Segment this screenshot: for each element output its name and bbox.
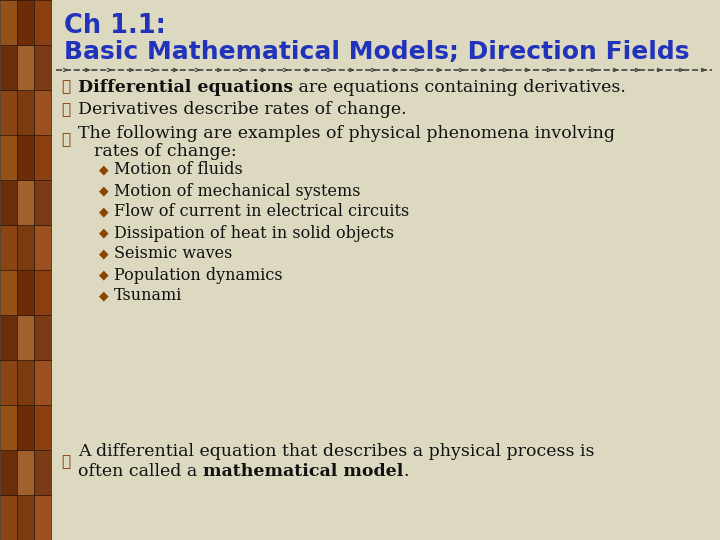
Bar [0,495,17,540]
Text: ✱: ✱ [61,133,71,147]
Text: ◆: ◆ [99,164,109,177]
Text: Population dynamics: Population dynamics [114,267,283,284]
Text: rates of change:: rates of change: [94,144,237,160]
Bar [34,315,51,360]
Text: ◆: ◆ [99,185,109,198]
Text: Ch 1.1:: Ch 1.1: [64,13,166,39]
Text: ✱: ✱ [61,455,71,469]
Bar [0,0,17,45]
Bar [34,45,51,90]
Text: ✱: ✱ [61,103,71,117]
Bar [17,0,34,45]
Text: Seismic waves: Seismic waves [114,246,233,262]
Bar [0,225,17,270]
Bar [0,405,17,450]
Text: Flow of current in electrical circuits: Flow of current in electrical circuits [114,204,409,220]
Bar [34,0,51,45]
Bar [17,270,34,315]
Bar [34,450,51,495]
Text: Tsunami: Tsunami [114,287,182,305]
Text: Derivatives describe rates of change.: Derivatives describe rates of change. [78,102,407,118]
Bar [17,315,34,360]
Text: ◆: ◆ [99,247,109,260]
Bar [0,180,17,225]
Bar [34,225,51,270]
Bar [34,90,51,135]
Text: are equations containing derivatives.: are equations containing derivatives. [293,78,626,96]
Bar [34,270,51,315]
Bar [0,450,17,495]
Text: mathematical model: mathematical model [203,463,403,481]
Bar [17,450,34,495]
Text: Dissipation of heat in solid objects: Dissipation of heat in solid objects [114,225,394,241]
Text: Motion of mechanical systems: Motion of mechanical systems [114,183,361,199]
Bar [34,405,51,450]
Bar [0,270,17,315]
Text: The following are examples of physical phenomena involving: The following are examples of physical p… [78,125,615,141]
Bar [17,90,34,135]
Bar [34,495,51,540]
Bar [0,90,17,135]
Bar [17,180,34,225]
Bar [0,360,17,405]
Text: ◆: ◆ [99,268,109,281]
Bar [34,135,51,180]
Text: Differential equations: Differential equations [78,78,293,96]
Text: .: . [403,463,409,481]
Text: ◆: ◆ [99,289,109,302]
Bar [17,495,34,540]
Text: Motion of fluids: Motion of fluids [114,161,243,179]
Text: Basic Mathematical Models; Direction Fields: Basic Mathematical Models; Direction Fie… [64,40,690,64]
Bar [34,180,51,225]
Bar [0,135,17,180]
Text: ◆: ◆ [99,226,109,240]
Bar [34,360,51,405]
Bar [17,225,34,270]
Bar [17,45,34,90]
Text: ✱: ✱ [61,80,71,94]
Text: A differential equation that describes a physical process is: A differential equation that describes a… [78,443,595,461]
Text: often called a: often called a [78,463,203,481]
Bar [17,135,34,180]
Bar [17,405,34,450]
Bar [17,360,34,405]
Text: ◆: ◆ [99,206,109,219]
Bar [0,315,17,360]
Bar [0,45,17,90]
